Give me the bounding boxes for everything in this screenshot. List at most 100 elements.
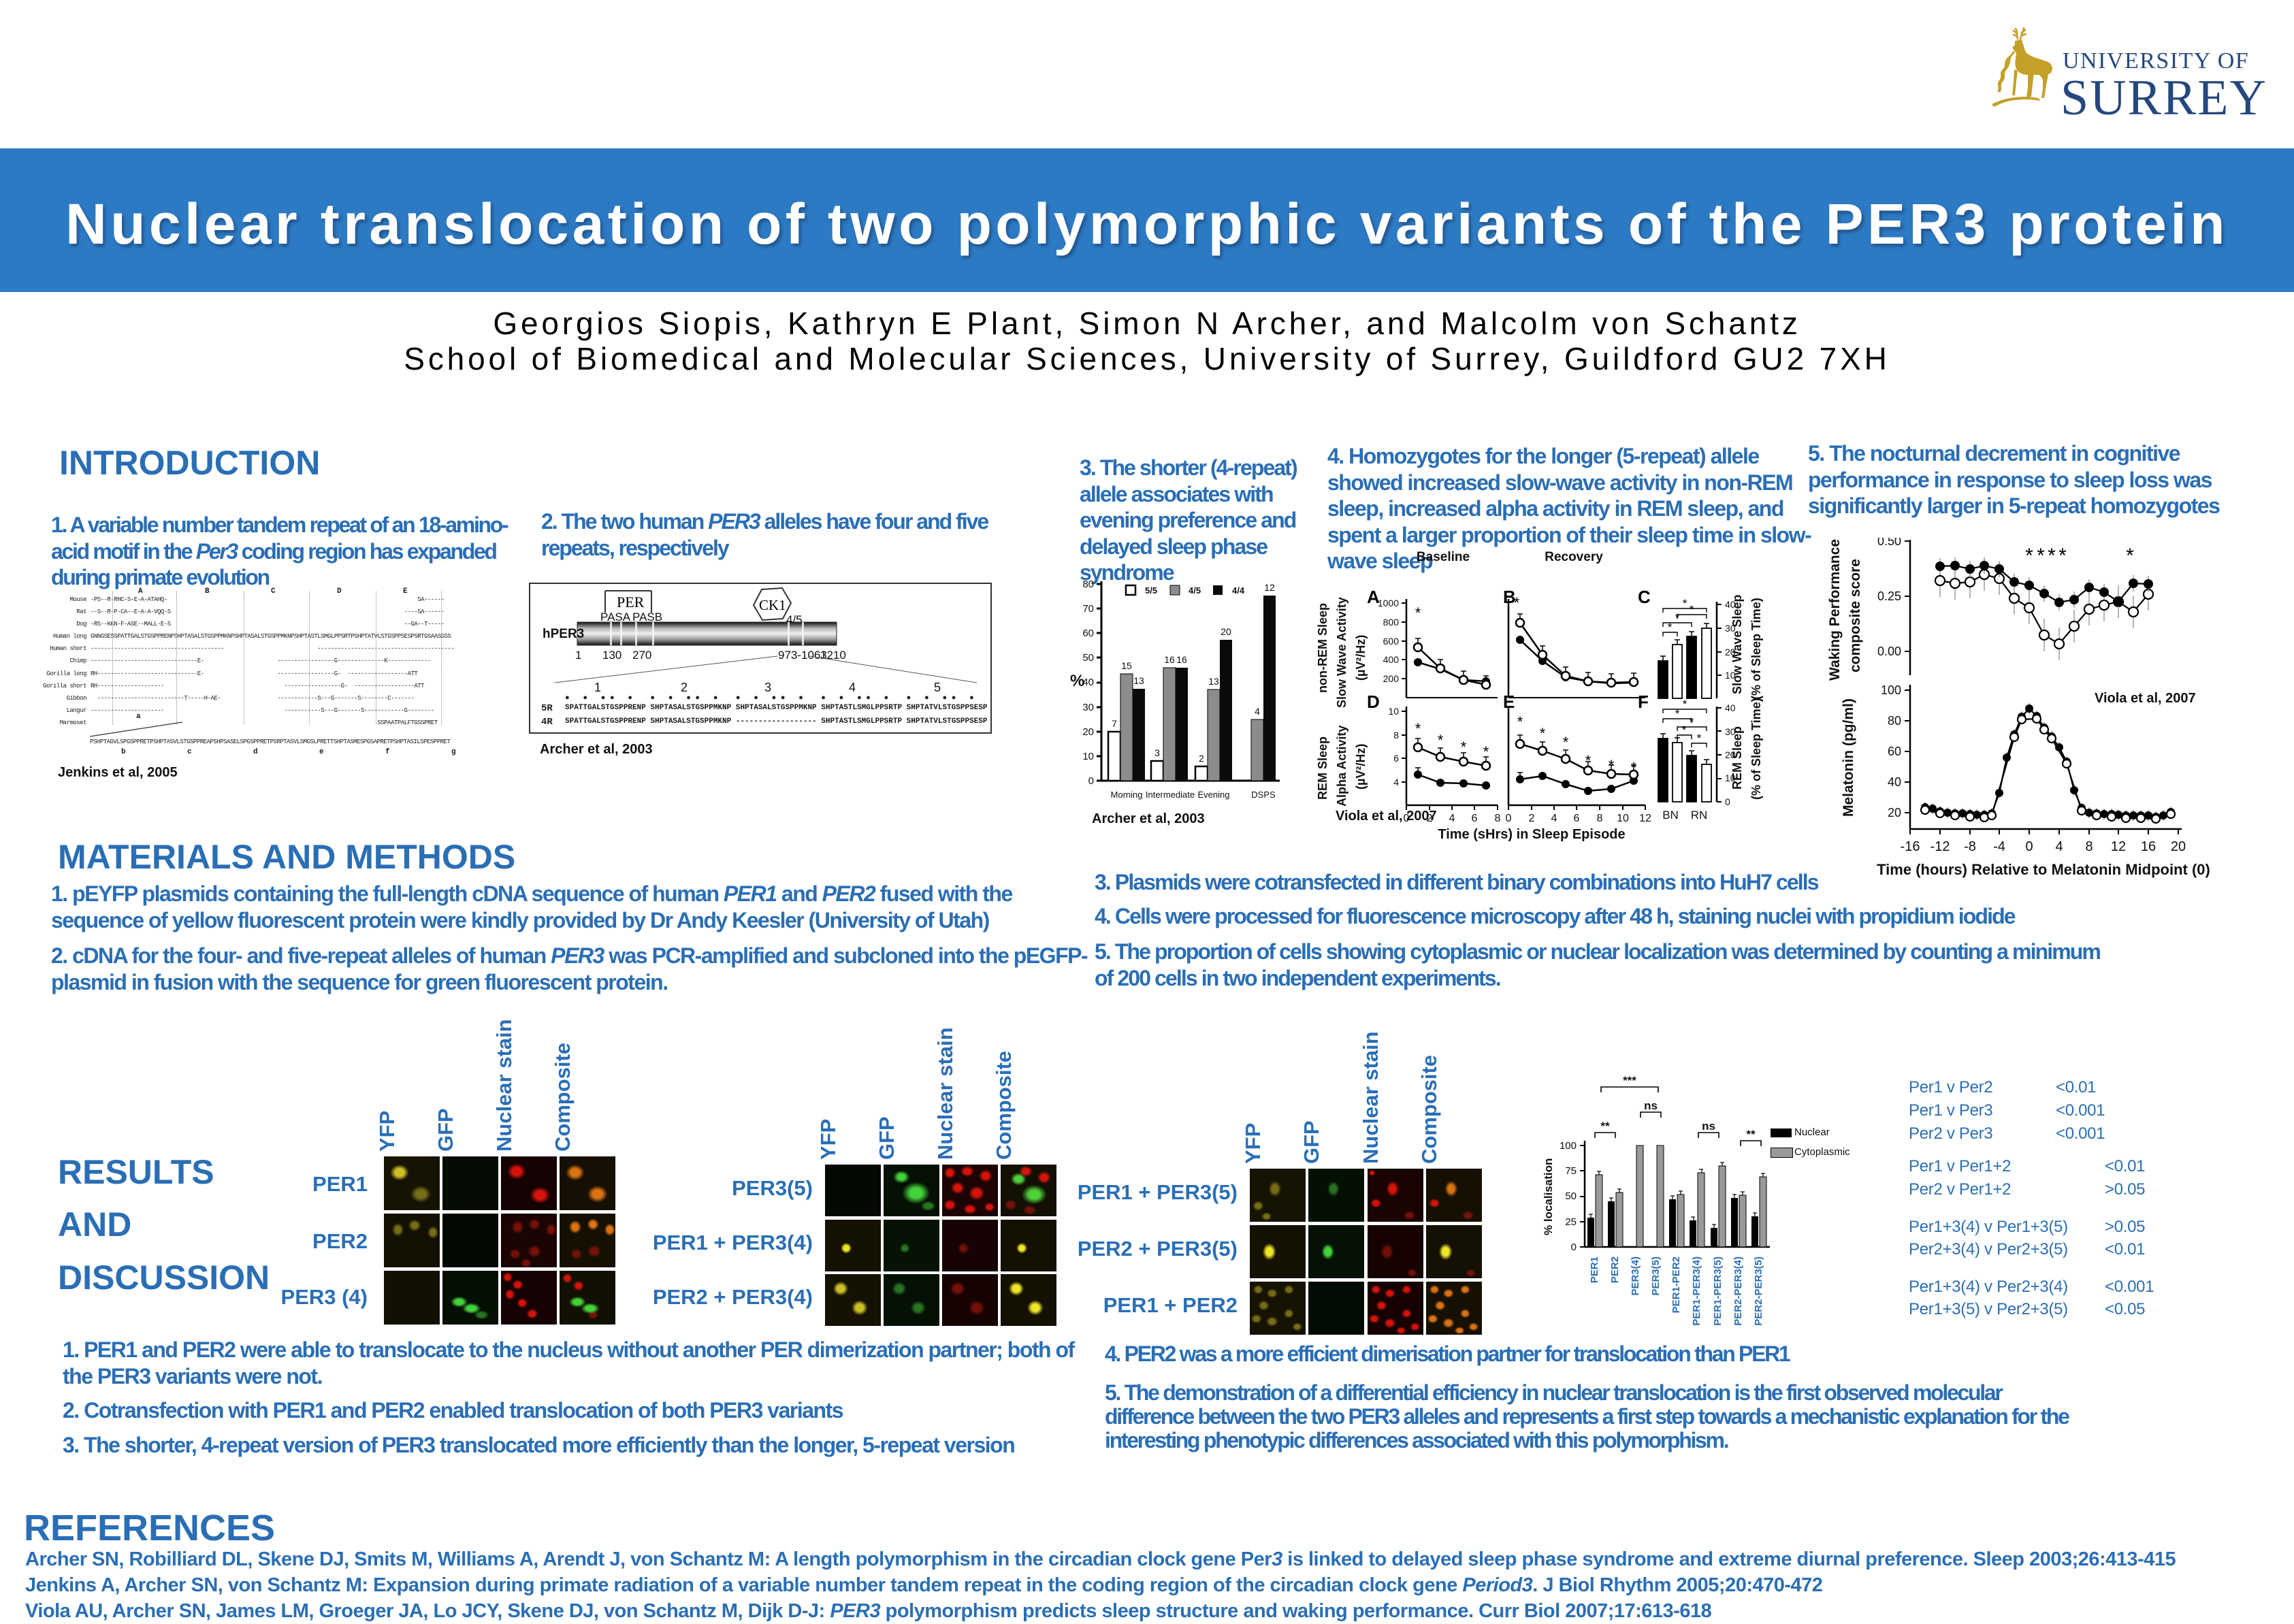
svg-text:25: 25 xyxy=(1565,1216,1577,1228)
svg-text:*: * xyxy=(2025,545,2033,567)
svg-text:5: 5 xyxy=(934,681,941,694)
svg-text:0: 0 xyxy=(1506,813,1512,824)
svg-text:7: 7 xyxy=(1112,718,1117,729)
svg-text:2: 2 xyxy=(1529,813,1535,824)
svg-text:**: ** xyxy=(1746,1128,1756,1141)
svg-text:*: * xyxy=(1683,698,1687,711)
svg-text:8: 8 xyxy=(1597,813,1603,824)
svg-text:8: 8 xyxy=(2085,839,2093,854)
svg-text:1210: 1210 xyxy=(820,649,846,662)
svg-text:ns: ns xyxy=(1702,1120,1715,1133)
svg-text:SURREY: SURREY xyxy=(2061,70,2267,126)
svg-text:F: F xyxy=(1638,692,1649,712)
svg-text:*: * xyxy=(2058,545,2067,567)
svg-text:Morning: Morning xyxy=(1111,790,1143,800)
svg-text:RN: RN xyxy=(1691,809,1708,822)
svg-text:10: 10 xyxy=(1082,751,1094,762)
svg-text:*: * xyxy=(2126,545,2134,567)
svg-text:hPER3: hPER3 xyxy=(543,627,584,641)
svg-text:Time (sHrs) in Sleep Episode: Time (sHrs) in Sleep Episode xyxy=(1438,827,1625,842)
svg-text:4/4: 4/4 xyxy=(1232,585,1245,596)
svg-text:10: 10 xyxy=(1617,813,1629,824)
svg-text:UNIVERSITY OF: UNIVERSITY OF xyxy=(2063,48,2249,74)
svg-text:*: * xyxy=(1415,720,1421,737)
svg-text:60: 60 xyxy=(1888,745,1901,758)
svg-text:BN: BN xyxy=(1662,809,1679,822)
svg-text:Evening: Evening xyxy=(1198,790,1230,800)
svg-text:*: * xyxy=(1683,597,1687,610)
svg-text:8: 8 xyxy=(1495,813,1501,824)
svg-text:100: 100 xyxy=(1560,1140,1577,1152)
svg-text:-4: -4 xyxy=(1993,839,2005,854)
svg-text:Intermediate: Intermediate xyxy=(1146,790,1195,800)
svg-text:10: 10 xyxy=(1725,670,1736,681)
svg-text:*: * xyxy=(1609,757,1615,774)
svg-text:*: * xyxy=(1517,713,1523,730)
svg-text:20: 20 xyxy=(1888,806,1901,819)
svg-text:1: 1 xyxy=(594,681,601,694)
svg-text:973-1063: 973-1063 xyxy=(778,649,827,662)
svg-text:*: * xyxy=(1540,725,1546,742)
svg-text:2: 2 xyxy=(1427,813,1433,824)
svg-text:*: * xyxy=(2037,545,2045,567)
svg-text:3: 3 xyxy=(1154,747,1160,758)
svg-text:Baseline: Baseline xyxy=(1417,550,1470,564)
svg-text:16: 16 xyxy=(1176,654,1187,665)
svg-text:*: * xyxy=(1690,603,1694,616)
svg-text:40: 40 xyxy=(1888,775,1901,789)
svg-text:60: 60 xyxy=(1082,628,1094,639)
svg-text:*: * xyxy=(1438,732,1444,749)
svg-text:30: 30 xyxy=(1725,623,1736,634)
svg-text:-8: -8 xyxy=(1964,839,1976,854)
svg-text:*: * xyxy=(1690,715,1694,728)
svg-text:CK1: CK1 xyxy=(759,597,786,613)
svg-text:4: 4 xyxy=(1255,706,1260,717)
svg-text:80: 80 xyxy=(1082,579,1094,590)
svg-text:Time (hours) Relative to Melat: Time (hours) Relative to Melatonin Midpo… xyxy=(1877,861,2210,878)
svg-text:20: 20 xyxy=(1221,626,1231,637)
svg-text:PASA: PASA xyxy=(600,611,631,623)
svg-text:Recovery: Recovery xyxy=(1545,550,1603,564)
svg-text:2: 2 xyxy=(681,681,688,694)
svg-text:4/5: 4/5 xyxy=(1189,585,1201,596)
svg-text:0: 0 xyxy=(1088,775,1094,787)
svg-text:0.25: 0.25 xyxy=(1877,589,1901,603)
svg-text:*: * xyxy=(1483,743,1489,760)
svg-text:1000: 1000 xyxy=(1378,598,1399,608)
svg-text:13: 13 xyxy=(1208,676,1219,687)
svg-text:40: 40 xyxy=(1082,677,1094,688)
svg-text:600: 600 xyxy=(1383,636,1400,647)
svg-text:*: * xyxy=(1675,707,1680,720)
svg-text:12: 12 xyxy=(2111,839,2126,854)
svg-text:20: 20 xyxy=(1725,647,1736,657)
svg-text:70: 70 xyxy=(1082,603,1094,615)
svg-text:4: 4 xyxy=(1393,777,1399,787)
svg-text:1: 1 xyxy=(575,649,581,662)
svg-text:3: 3 xyxy=(764,681,771,694)
svg-text:*: * xyxy=(1563,734,1569,751)
svg-text:C: C xyxy=(1638,587,1651,607)
svg-text:0: 0 xyxy=(1571,1241,1577,1253)
svg-text:100: 100 xyxy=(1881,683,1901,697)
svg-text:50: 50 xyxy=(1082,652,1094,664)
svg-text:***: *** xyxy=(1623,1074,1636,1087)
svg-text:16: 16 xyxy=(1164,654,1175,665)
svg-text:0: 0 xyxy=(2025,839,2033,854)
svg-text:-12: -12 xyxy=(1930,839,1950,854)
svg-text:0.00: 0.00 xyxy=(1877,645,1901,658)
svg-text:4: 4 xyxy=(2055,839,2063,854)
svg-text:*: * xyxy=(1697,732,1702,745)
svg-text:*: * xyxy=(2048,545,2056,567)
svg-text:*: * xyxy=(1631,759,1637,776)
svg-text:B: B xyxy=(1503,587,1516,607)
svg-text:0: 0 xyxy=(1404,813,1410,824)
svg-text:40: 40 xyxy=(1725,702,1736,713)
svg-text:80: 80 xyxy=(1888,714,1901,728)
svg-text:ns: ns xyxy=(1644,1099,1658,1112)
svg-text:75: 75 xyxy=(1565,1165,1577,1177)
svg-text:130: 130 xyxy=(602,649,621,662)
svg-text:*: * xyxy=(1514,594,1520,611)
svg-text:15: 15 xyxy=(1121,660,1132,671)
svg-text:0: 0 xyxy=(1725,796,1730,807)
svg-text:-16: -16 xyxy=(1901,839,1920,854)
